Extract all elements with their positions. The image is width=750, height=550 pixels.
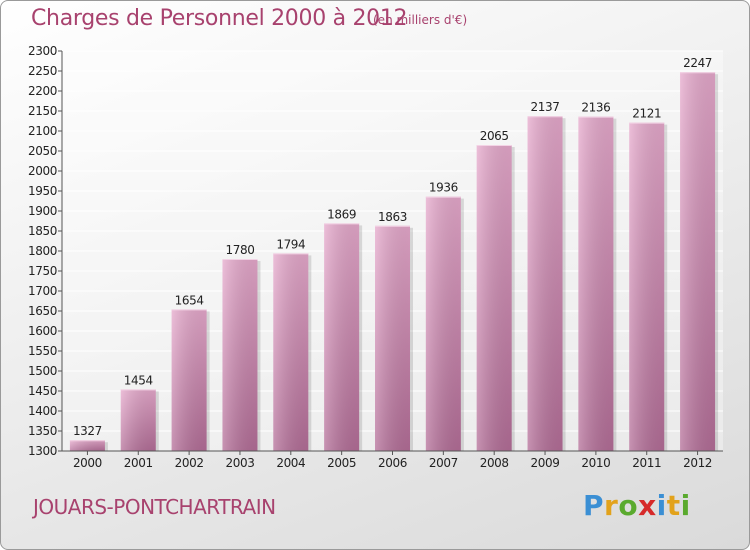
- data-label: 2065: [480, 129, 509, 143]
- x-tick-label: 2004: [276, 456, 305, 470]
- y-tick-label: 2000: [28, 164, 57, 178]
- bar-highlight: [273, 253, 309, 451]
- x-tick-label: 2012: [683, 456, 712, 470]
- y-tick-label: 1700: [28, 284, 57, 298]
- y-tick-label: 2150: [28, 104, 57, 118]
- data-label: 1794: [276, 237, 305, 251]
- y-tick-label: 2100: [28, 124, 57, 138]
- bar-highlight: [680, 72, 716, 451]
- data-label: 2247: [683, 56, 712, 70]
- y-tick-label: 1750: [28, 264, 57, 278]
- data-label: 1654: [175, 293, 204, 307]
- y-tick-label: 1900: [28, 204, 57, 218]
- bar-highlight: [324, 223, 360, 451]
- bar-highlight: [69, 440, 105, 451]
- data-label: 2136: [581, 101, 610, 115]
- y-tick-label: 1550: [28, 344, 57, 358]
- x-tick-label: 2008: [480, 456, 509, 470]
- chart-subtitle: (en milliers d'€): [373, 13, 468, 27]
- logo-letter: P: [583, 489, 605, 522]
- data-label: 1936: [429, 181, 458, 195]
- bar-highlight: [222, 259, 258, 451]
- y-tick-label: 1600: [28, 324, 57, 338]
- y-tick-label: 2200: [28, 84, 57, 98]
- logo-letter: i: [680, 489, 691, 522]
- x-tick-label: 2005: [327, 456, 356, 470]
- y-tick-label: 2250: [28, 64, 57, 78]
- x-tick-label: 2002: [175, 456, 204, 470]
- x-tick-label: 2010: [581, 456, 610, 470]
- x-tick-label: 2006: [378, 456, 407, 470]
- x-tick-label: 2007: [429, 456, 458, 470]
- data-label: 2121: [632, 107, 661, 121]
- data-label: 1454: [124, 373, 153, 387]
- bar-highlight: [527, 116, 563, 451]
- bar-highlight: [425, 196, 461, 451]
- town-name: JOUARS-PONTCHARTRAIN: [33, 495, 276, 519]
- bar-highlight: [171, 309, 207, 451]
- y-tick-label: 1400: [28, 404, 57, 418]
- logo-letter: o: [618, 489, 639, 522]
- data-label: 1780: [225, 243, 254, 257]
- logo-letter: i: [656, 489, 667, 522]
- proxiti-logo[interactable]: Proxiti: [583, 489, 691, 522]
- bar-highlight: [375, 225, 410, 451]
- y-tick-label: 1500: [28, 364, 57, 378]
- data-label: 1869: [327, 207, 356, 221]
- chart-title: Charges de Personnel 2000 à 2012: [31, 6, 408, 31]
- x-tick-label: 2003: [225, 456, 254, 470]
- bar-highlight: [476, 145, 512, 451]
- x-tick-label: 2009: [531, 456, 560, 470]
- logo-letter: t: [666, 489, 681, 522]
- y-tick-label: 1850: [28, 224, 57, 238]
- y-tick-label: 1650: [28, 304, 57, 318]
- data-label: 1863: [378, 210, 407, 224]
- y-tick-label: 1300: [28, 444, 57, 458]
- data-label: 1327: [73, 424, 102, 438]
- y-tick-label: 2050: [28, 144, 57, 158]
- logo-letter: r: [604, 489, 619, 522]
- y-tick-label: 1450: [28, 384, 57, 398]
- y-tick-label: 2300: [28, 44, 57, 58]
- bar-highlight: [629, 122, 665, 451]
- y-tick-label: 1350: [28, 424, 57, 438]
- bar-highlight: [120, 389, 156, 451]
- data-label: 2137: [531, 100, 560, 114]
- x-tick-label: 2011: [632, 456, 661, 470]
- x-tick-label: 2001: [124, 456, 153, 470]
- bar-highlight: [578, 116, 614, 451]
- y-tick-label: 1950: [28, 184, 57, 198]
- logo-letter: x: [638, 489, 657, 522]
- x-tick-label: 2000: [73, 456, 102, 470]
- y-tick-label: 1800: [28, 244, 57, 258]
